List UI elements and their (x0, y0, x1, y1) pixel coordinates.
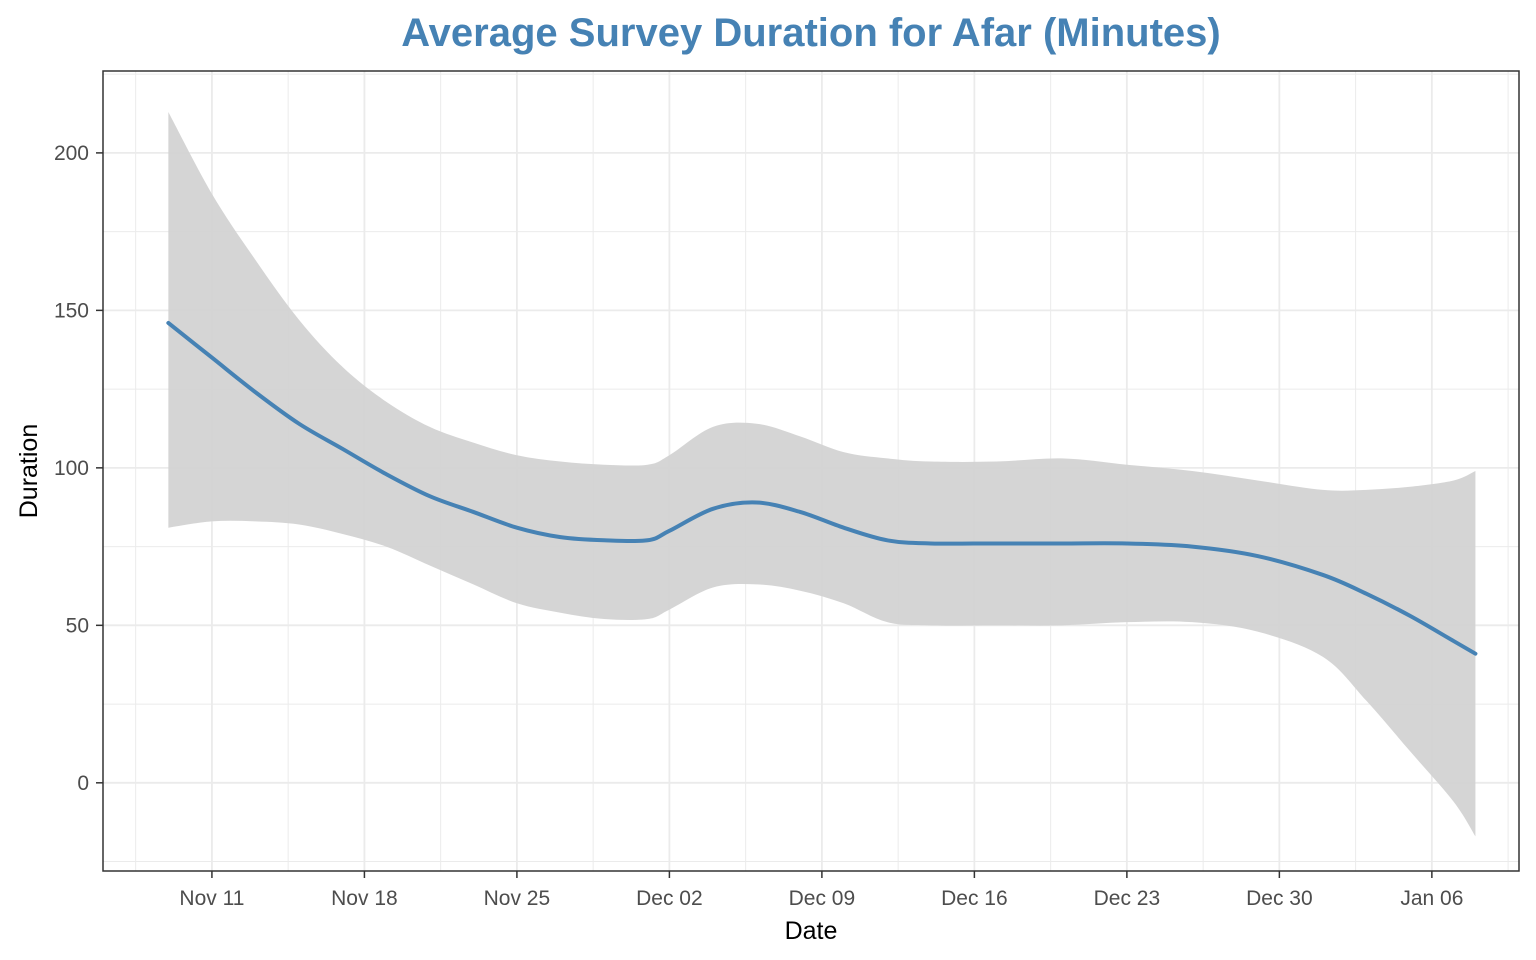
y-tick-label: 0 (77, 772, 89, 795)
x-tick-label: Jan 06 (1400, 887, 1463, 910)
x-tick-label: Dec 09 (789, 887, 856, 910)
y-axis-ticks: 0 50 100 150 200 (54, 142, 103, 795)
trend-line-group (166, 320, 1478, 656)
x-axis-title: Date (785, 917, 838, 945)
x-tick-label: Nov 11 (179, 887, 244, 910)
y-axis-title: Duration (15, 424, 43, 519)
x-tick-label: Nov 18 (331, 887, 398, 910)
y-tick-label: 50 (66, 614, 89, 637)
x-axis-ticks: Nov 11 Nov 18 Nov 25 Dec 02 Dec 09 Dec 16 Dec … (179, 871, 1463, 910)
confidence-band (168, 111, 1476, 837)
x-tick-label: Dec 16 (941, 887, 1008, 910)
y-tick-label: 150 (54, 299, 89, 322)
confidence-band-group (168, 111, 1476, 837)
x-tick-label: Nov 25 (484, 887, 551, 910)
y-tick-label: 200 (54, 142, 89, 165)
chart-title: Average Survey Duration for Afar (Minute… (401, 11, 1220, 55)
x-tick-label: Dec 23 (1094, 887, 1161, 910)
x-tick-label: Dec 02 (636, 887, 703, 910)
x-tick-label: Dec 30 (1246, 887, 1313, 910)
y-tick-label: 100 (54, 457, 89, 480)
trend-line (166, 320, 1478, 656)
panel-border (102, 70, 1520, 872)
